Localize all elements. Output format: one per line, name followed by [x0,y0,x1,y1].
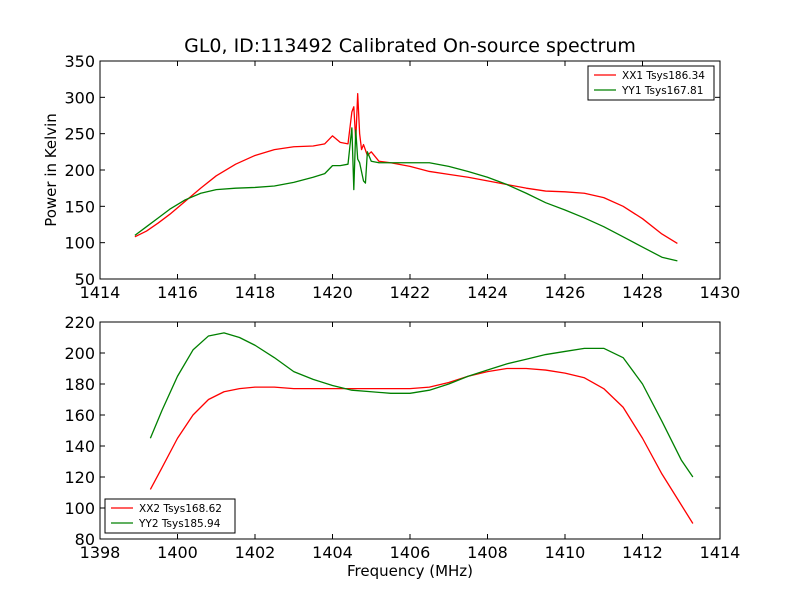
y-tick-label: 120 [64,468,95,487]
y-tick-label: 50 [75,270,95,289]
x-tick-label: 1428 [622,283,663,302]
subplot-1: 1414 1416 1418 1420 1422 1424 1426 1428 1430 50 10… [42,52,740,302]
y-tick-label: 250 [64,125,95,144]
y-tick-label: 140 [64,437,95,456]
legend-label: XX2 Tsys168.62 [139,503,222,515]
x-tick-label: 1410 [545,543,586,562]
legend-box [104,498,236,534]
x-tick-label: 1402 [235,543,276,562]
legend-label: XX1 Tsys186.34 [622,70,705,82]
x-tick-label: 1420 [312,283,353,302]
y-tick-label: 80 [75,530,95,549]
chart-title: GL0, ID:113492 Calibrated On-source spec… [184,35,636,57]
x-tick-label: 1430 [700,283,741,302]
x-tick-label: 1408 [467,543,508,562]
x-tick-label: 1400 [157,543,198,562]
y-tick-label: 150 [64,197,95,216]
series-line-1-1 [134,93,678,244]
x-tick-label: 1398 [80,543,121,562]
y-tick-label: 180 [64,375,95,394]
x-tick-label: 1406 [390,543,431,562]
x-tick-label: 1418 [235,283,276,302]
y-tick-label: 200 [64,344,95,363]
x-tick-label: 1426 [545,283,586,302]
x-axis-label: Frequency (MHz) [347,562,473,580]
y-tick-label: 300 [64,88,95,107]
y-tick-label: 160 [64,406,95,425]
x-tick-label: 1404 [312,543,353,562]
legend-1: XX1 Tsys186.34 YY1 Tsys167.81 [587,65,715,101]
series-line-1-2 [134,127,678,262]
plots-container: 1414 1416 1418 1420 1422 1424 1426 1428 1430 50 10… [42,52,740,580]
x-tick-label: 1414 [80,283,121,302]
legend-box [587,65,715,101]
y-tick-label: 350 [64,52,95,71]
y-axis-label: Power in Kelvin [42,113,60,227]
legend-2: XX2 Tsys168.62 YY2 Tsys185.94 [104,498,236,534]
subplot-2: 1398 1400 1402 1404 1406 1408 1410 1412 1414 80 10… [64,313,740,580]
series-line-2-1 [149,367,694,524]
x-tick-label: 1416 [157,283,198,302]
x-tick-label: 1412 [622,543,663,562]
legend-label: YY1 Tsys167.81 [621,85,703,97]
y-tick-label: 220 [64,313,95,332]
x-tick-label: 1422 [390,283,431,302]
x-tick-label: 1424 [467,283,508,302]
y-tick-label: 100 [64,234,95,253]
legend-label: YY2 Tsys185.94 [138,518,221,530]
y-tick-label: 100 [64,499,95,518]
series-line-2-2 [149,332,694,478]
x-tick-label: 1414 [700,543,741,562]
y-tick-label: 200 [64,161,95,180]
